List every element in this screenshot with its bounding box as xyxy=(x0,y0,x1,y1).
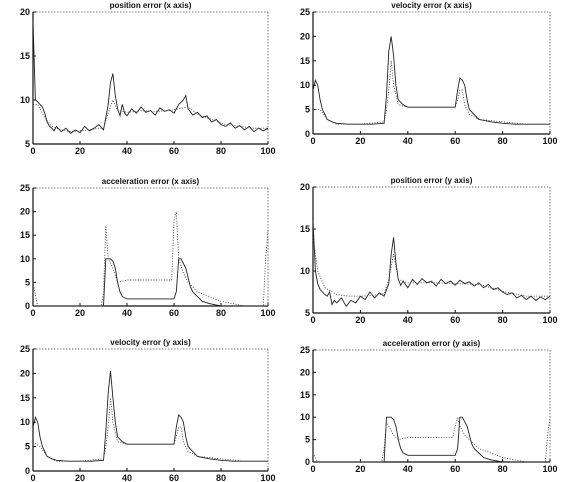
x-tick-label: 40 xyxy=(122,146,132,156)
x-tick-label: 80 xyxy=(498,315,508,325)
y-tick-label: 25 xyxy=(300,7,310,17)
y-tick-label: 5 xyxy=(305,435,310,445)
series-line-dotted xyxy=(312,415,551,463)
x-tick-label: 60 xyxy=(450,315,460,325)
x-tick-label: 20 xyxy=(355,315,365,325)
y-tick-label: 20 xyxy=(20,207,30,217)
x-tick-label: 20 xyxy=(75,308,85,318)
subplot-4: position error (y axis) 0 20 40 60 80 100 5 10 15… xyxy=(300,176,558,325)
x-tick-label: 40 xyxy=(403,464,413,474)
series-line-solid xyxy=(32,20,269,135)
series-line-dotted xyxy=(33,98,268,133)
y-tick-label: 20 xyxy=(300,182,310,192)
subplot-title: position error (y axis) xyxy=(391,176,473,185)
y-tick-label: 0 xyxy=(305,129,310,139)
series-line-solid xyxy=(313,416,550,463)
y-tick-label: 15 xyxy=(300,56,310,66)
subplot-title: velocity error (x axis) xyxy=(391,1,472,10)
x-tick-label: 40 xyxy=(122,308,132,318)
y-tick-label: 20 xyxy=(20,368,30,378)
x-tick-label: 60 xyxy=(169,473,179,482)
y-tick-label: 10 xyxy=(20,417,30,427)
subplot-title: acceleration error (x axis) xyxy=(102,177,200,186)
x-tick-label: 20 xyxy=(355,136,365,146)
subplot-5: velocity error (y axis) 0 20 40 60 80 100 0 5 10 1… xyxy=(20,338,276,482)
x-tick-label: 100 xyxy=(260,146,275,156)
x-tick-label: 0 xyxy=(310,136,315,146)
x-tick-label: 60 xyxy=(450,136,460,146)
subplot-1: position error (x axis) 0 20 40 60 80 100 5 10 15… xyxy=(20,1,276,156)
x-tick-label: 100 xyxy=(260,473,275,482)
y-tick-label: 15 xyxy=(300,224,310,234)
x-tick-label: 0 xyxy=(30,473,35,482)
y-tick-label: 0 xyxy=(25,466,30,476)
x-tick-label: 100 xyxy=(260,308,275,318)
x-tick-label: 60 xyxy=(450,464,460,474)
x-tick-label: 100 xyxy=(542,136,557,146)
subplot-title: acceleration error (y axis) xyxy=(383,339,481,348)
x-tick-label: 80 xyxy=(498,136,508,146)
x-tick-label: 100 xyxy=(542,464,557,474)
x-tick-label: 0 xyxy=(30,308,35,318)
y-tick-label: 25 xyxy=(20,183,30,193)
subplot-title: position error (x axis) xyxy=(110,1,192,10)
x-tick-label: 40 xyxy=(403,315,413,325)
series-line-solid xyxy=(33,258,268,307)
y-tick-label: 10 xyxy=(300,80,310,90)
x-tick-label: 80 xyxy=(216,473,226,482)
y-tick-label: 15 xyxy=(20,393,30,403)
x-tick-label: 80 xyxy=(498,464,508,474)
y-tick-label: 15 xyxy=(20,230,30,240)
y-tick-label: 5 xyxy=(25,277,30,287)
x-tick-label: 40 xyxy=(403,136,413,146)
x-tick-label: 0 xyxy=(310,315,315,325)
x-tick-label: 40 xyxy=(122,473,132,482)
subplot-2: velocity error (x axis) 0 20 40 60 80 100 0 5 10 1… xyxy=(300,1,558,146)
subplot-title: velocity error (y axis) xyxy=(110,338,191,347)
y-tick-label: 15 xyxy=(300,390,310,400)
y-tick-label: 5 xyxy=(305,308,310,318)
y-tick-label: 20 xyxy=(300,367,310,377)
x-tick-label: 20 xyxy=(355,464,365,474)
y-tick-label: 10 xyxy=(20,95,30,105)
subplot-3: acceleration error (x axis) 0 20 40 60 80 100 0… xyxy=(20,177,276,318)
y-tick-label: 5 xyxy=(25,442,30,452)
series-line-dotted xyxy=(312,237,550,297)
y-tick-label: 15 xyxy=(20,51,30,61)
y-tick-label: 0 xyxy=(25,301,30,311)
y-tick-label: 20 xyxy=(20,7,30,17)
x-tick-label: 20 xyxy=(75,146,85,156)
series-line-dotted xyxy=(32,397,268,462)
y-tick-label: 25 xyxy=(300,345,310,355)
y-tick-label: 5 xyxy=(25,139,30,149)
x-tick-label: 100 xyxy=(542,315,557,325)
x-tick-label: 20 xyxy=(75,473,85,482)
y-tick-label: 25 xyxy=(20,344,30,354)
series-line-dotted xyxy=(313,60,550,125)
x-tick-label: 80 xyxy=(216,146,226,156)
subplot-6: acceleration error (y axis) 0 20 40 60 80 100 0… xyxy=(300,339,558,474)
series-line-dotted xyxy=(32,211,269,307)
series-line-solid xyxy=(312,36,550,125)
y-tick-label: 10 xyxy=(300,266,310,276)
y-tick-label: 10 xyxy=(300,412,310,422)
series-line-solid xyxy=(32,370,268,462)
y-tick-label: 20 xyxy=(300,31,310,41)
y-tick-label: 0 xyxy=(305,457,310,467)
x-tick-label: 60 xyxy=(169,146,179,156)
x-tick-label: 0 xyxy=(30,146,35,156)
x-tick-label: 80 xyxy=(216,308,226,318)
y-tick-label: 5 xyxy=(305,105,310,115)
y-tick-label: 10 xyxy=(20,254,30,264)
x-tick-label: 0 xyxy=(310,464,315,474)
x-tick-label: 60 xyxy=(169,308,179,318)
series-line-solid xyxy=(312,220,551,308)
